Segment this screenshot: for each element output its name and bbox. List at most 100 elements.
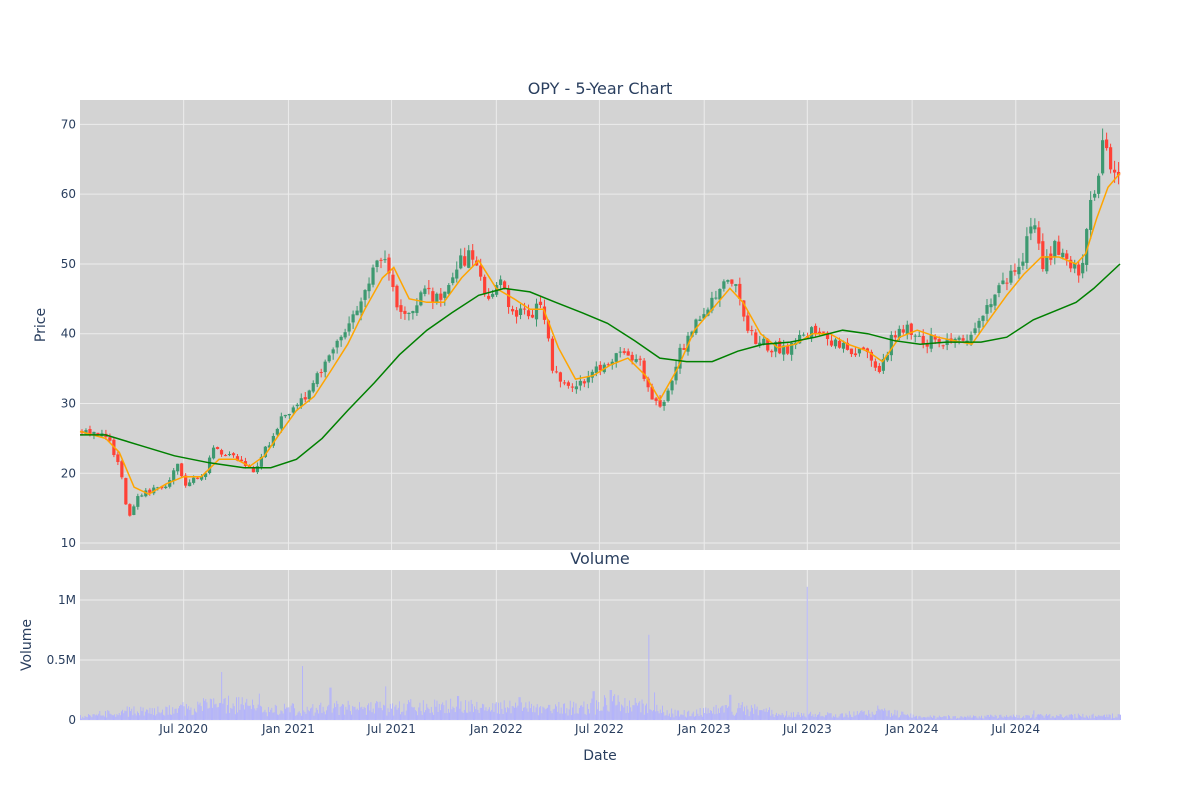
volume-bar[interactable] bbox=[855, 714, 857, 720]
volume-bar[interactable] bbox=[713, 706, 715, 720]
volume-bar[interactable] bbox=[339, 707, 341, 720]
volume-bar[interactable] bbox=[353, 706, 355, 720]
volume-bar[interactable] bbox=[906, 714, 908, 720]
volume-bar[interactable] bbox=[102, 715, 104, 720]
candle-down[interactable] bbox=[853, 353, 858, 356]
volume-bar[interactable] bbox=[494, 703, 496, 720]
volume-bar[interactable] bbox=[924, 717, 925, 720]
volume-bar[interactable] bbox=[360, 707, 362, 720]
volume-bar[interactable] bbox=[480, 707, 482, 720]
candle-down[interactable] bbox=[606, 364, 610, 366]
volume-bar[interactable] bbox=[98, 713, 100, 720]
volume-bar[interactable] bbox=[1105, 717, 1107, 720]
volume-bar[interactable] bbox=[602, 706, 604, 720]
volume-bar[interactable] bbox=[253, 704, 255, 720]
volume-bar[interactable] bbox=[189, 709, 191, 720]
volume-bar[interactable] bbox=[319, 705, 321, 720]
volume-bar[interactable] bbox=[831, 717, 833, 720]
volume-bar[interactable] bbox=[94, 715, 96, 720]
candle-down[interactable] bbox=[108, 437, 112, 441]
volume-bar[interactable] bbox=[805, 717, 807, 720]
volume-bar[interactable] bbox=[680, 714, 682, 720]
volume-bar[interactable] bbox=[454, 712, 456, 720]
volume-bar[interactable] bbox=[1106, 714, 1108, 720]
volume-bar[interactable] bbox=[545, 708, 547, 720]
candle-up[interactable] bbox=[467, 250, 471, 268]
candle-up[interactable] bbox=[857, 348, 862, 354]
volume-bar[interactable] bbox=[1109, 714, 1111, 720]
candle-down[interactable] bbox=[630, 354, 634, 361]
volume-bar[interactable] bbox=[992, 716, 994, 720]
volume-bar[interactable] bbox=[151, 708, 153, 720]
volume-bar[interactable] bbox=[930, 716, 932, 720]
volume-bar[interactable] bbox=[519, 697, 521, 720]
volume-bar[interactable] bbox=[365, 714, 367, 720]
volume-bar[interactable] bbox=[1035, 716, 1037, 720]
volume-bar[interactable] bbox=[315, 707, 317, 720]
candle-up[interactable] bbox=[965, 340, 969, 342]
volume-bar[interactable] bbox=[723, 712, 725, 720]
candle-up[interactable] bbox=[981, 315, 985, 321]
volume-bar[interactable] bbox=[788, 715, 790, 720]
volume-bar[interactable] bbox=[863, 710, 865, 720]
volume-bar[interactable] bbox=[321, 712, 323, 720]
volume-bar[interactable] bbox=[1002, 717, 1004, 720]
candle-up[interactable] bbox=[694, 319, 698, 334]
volume-bar[interactable] bbox=[993, 716, 995, 720]
volume-bar[interactable] bbox=[891, 713, 892, 720]
volume-bar[interactable] bbox=[704, 712, 706, 720]
volume-bar[interactable] bbox=[1052, 716, 1054, 720]
volume-bar[interactable] bbox=[717, 708, 719, 720]
candle-up[interactable] bbox=[706, 309, 710, 316]
volume-bar[interactable] bbox=[1031, 717, 1033, 720]
volume-bar[interactable] bbox=[706, 713, 708, 720]
volume-bar[interactable] bbox=[445, 700, 447, 720]
volume-bar[interactable] bbox=[954, 716, 956, 720]
volume-bar[interactable] bbox=[852, 717, 854, 720]
candle-up[interactable] bbox=[335, 340, 339, 348]
candle-down[interactable] bbox=[1109, 147, 1113, 170]
volume-bar[interactable] bbox=[408, 700, 409, 720]
volume-bar[interactable] bbox=[1055, 717, 1056, 720]
volume-bar[interactable] bbox=[791, 717, 793, 720]
volume-bar[interactable] bbox=[427, 707, 429, 720]
candle-down[interactable] bbox=[901, 329, 905, 333]
volume-bar[interactable] bbox=[1037, 714, 1039, 720]
candle-up[interactable] bbox=[1045, 256, 1049, 272]
volume-bar[interactable] bbox=[307, 710, 309, 720]
volume-bar[interactable] bbox=[934, 715, 936, 720]
volume-bar[interactable] bbox=[777, 715, 779, 720]
volume-bar[interactable] bbox=[279, 713, 281, 720]
volume-bar[interactable] bbox=[873, 715, 875, 720]
volume-bar[interactable] bbox=[1065, 716, 1067, 720]
volume-bar[interactable] bbox=[146, 709, 147, 720]
volume-bar[interactable] bbox=[572, 707, 573, 720]
candle-up[interactable] bbox=[590, 371, 594, 378]
volume-bar[interactable] bbox=[909, 717, 911, 720]
volume-bar[interactable] bbox=[1115, 716, 1117, 720]
volume-bar[interactable] bbox=[426, 703, 428, 720]
volume-bar[interactable] bbox=[148, 713, 150, 720]
volume-bar[interactable] bbox=[856, 711, 858, 720]
volume-bar[interactable] bbox=[682, 715, 684, 720]
volume-bar[interactable] bbox=[664, 715, 666, 720]
volume-bar[interactable] bbox=[155, 715, 157, 720]
volume-bar[interactable] bbox=[715, 704, 717, 720]
candle-down[interactable] bbox=[817, 331, 822, 334]
candle-up[interactable] bbox=[702, 314, 706, 319]
volume-bar[interactable] bbox=[601, 710, 603, 720]
candle-up[interactable] bbox=[259, 456, 264, 467]
volume-bar[interactable] bbox=[442, 702, 444, 720]
volume-bar[interactable] bbox=[209, 698, 211, 720]
volume-bar[interactable] bbox=[578, 707, 580, 720]
volume-bar[interactable] bbox=[271, 707, 273, 720]
volume-bar[interactable] bbox=[223, 698, 225, 720]
volume-bar[interactable] bbox=[1025, 715, 1027, 720]
volume-bar[interactable] bbox=[886, 716, 888, 720]
volume-bar[interactable] bbox=[938, 715, 940, 720]
volume-bar[interactable] bbox=[1084, 717, 1086, 720]
volume-bar[interactable] bbox=[181, 705, 183, 720]
volume-bar[interactable] bbox=[392, 703, 394, 720]
volume-bar[interactable] bbox=[441, 704, 442, 720]
volume-bar[interactable] bbox=[213, 698, 215, 720]
